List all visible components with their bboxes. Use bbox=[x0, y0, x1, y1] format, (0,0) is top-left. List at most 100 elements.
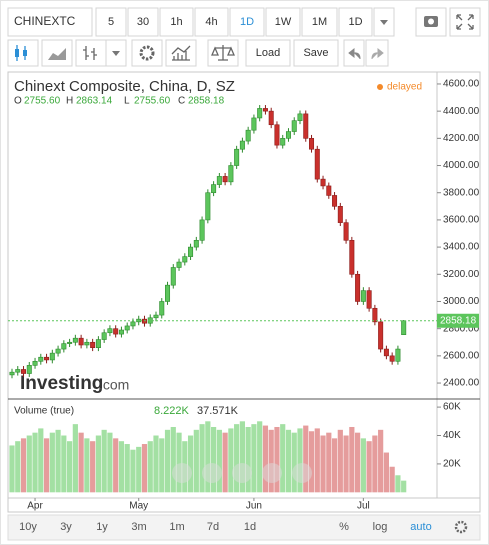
range-button[interactable]: 7d bbox=[207, 521, 219, 533]
auto-toggle[interactable]: auto bbox=[410, 521, 431, 533]
y-tick-label: 4200.00 bbox=[443, 133, 480, 144]
candle-body bbox=[49, 352, 55, 361]
candle-body bbox=[193, 240, 199, 248]
volume-bar bbox=[147, 441, 153, 493]
nav-button[interactable] bbox=[202, 463, 222, 483]
y-tick-label: 3200.00 bbox=[443, 269, 480, 280]
x-tick-label: Jul bbox=[357, 501, 370, 512]
candle-body bbox=[78, 337, 84, 346]
tool-button[interactable] bbox=[131, 39, 163, 67]
symbol-box[interactable] bbox=[7, 7, 93, 37]
volume-bar bbox=[130, 449, 136, 493]
interval-button[interactable] bbox=[194, 7, 229, 37]
save-label: Save bbox=[303, 47, 328, 59]
candle-body bbox=[239, 140, 245, 150]
candle-body bbox=[297, 113, 303, 121]
interval-button[interactable] bbox=[229, 7, 265, 37]
tool-button[interactable] bbox=[41, 39, 73, 67]
candle-body bbox=[228, 165, 234, 183]
dropdown-arrow bbox=[112, 51, 120, 56]
range-button[interactable]: 3y bbox=[60, 521, 72, 533]
volume-bar bbox=[389, 466, 395, 493]
candle-body bbox=[205, 192, 211, 221]
nav-button[interactable] bbox=[172, 463, 192, 483]
candle-body bbox=[15, 369, 21, 373]
gear-icon bbox=[139, 45, 155, 61]
volume-bar bbox=[205, 421, 211, 493]
candle-body bbox=[251, 117, 257, 131]
candle-body bbox=[303, 113, 309, 139]
interval-button[interactable] bbox=[95, 7, 127, 37]
volume-bar bbox=[113, 438, 119, 493]
volume-bar bbox=[314, 428, 320, 493]
load-button[interactable] bbox=[245, 39, 291, 67]
volume-bar bbox=[274, 426, 280, 493]
interval-button[interactable] bbox=[127, 7, 159, 37]
volume-tick-label: 20K bbox=[443, 459, 461, 470]
interval-label: 1W bbox=[275, 16, 292, 28]
candle-body bbox=[291, 120, 297, 132]
candle-body bbox=[262, 108, 268, 112]
volume-bar bbox=[43, 438, 50, 493]
candle-body bbox=[268, 110, 274, 126]
volume-bar bbox=[360, 438, 366, 493]
last-price-label: 2858.18 bbox=[440, 315, 477, 326]
ohlc-value: 2755.60 bbox=[134, 96, 171, 107]
percent-toggle[interactable]: % bbox=[339, 521, 349, 533]
candle-body bbox=[176, 261, 182, 268]
candle-body bbox=[67, 341, 73, 344]
interval-button[interactable] bbox=[265, 7, 301, 37]
redo-icon bbox=[371, 47, 384, 60]
tool-button[interactable] bbox=[75, 39, 107, 67]
volume-bar bbox=[297, 428, 303, 493]
settings-icon[interactable] bbox=[454, 520, 468, 534]
volume-bar bbox=[262, 425, 269, 493]
volume-bar bbox=[49, 432, 55, 493]
volume-bar bbox=[285, 429, 292, 493]
symbol: CHINEXTC bbox=[14, 14, 76, 28]
interval-label: 1D bbox=[348, 16, 362, 28]
x-tick-label: Jun bbox=[246, 501, 262, 512]
volume-bar bbox=[164, 429, 171, 493]
dropdown-arrow bbox=[380, 20, 388, 25]
candle-body bbox=[159, 301, 165, 316]
logo-brand: Investing bbox=[20, 373, 103, 394]
volume-last: 8.222K bbox=[154, 405, 190, 417]
interval-button[interactable] bbox=[338, 7, 373, 37]
volume-bar bbox=[67, 441, 73, 493]
volume-bar bbox=[78, 432, 84, 493]
save-button[interactable] bbox=[293, 39, 339, 67]
bottom-bar bbox=[7, 514, 481, 541]
interval-button[interactable] bbox=[159, 7, 194, 37]
log-toggle[interactable]: log bbox=[373, 521, 388, 533]
volume-bar bbox=[32, 432, 38, 493]
candle-body bbox=[257, 108, 263, 119]
nav-button[interactable] bbox=[292, 463, 312, 483]
undo-icon bbox=[348, 47, 361, 60]
tool-button[interactable] bbox=[165, 39, 197, 67]
candle-body bbox=[32, 360, 38, 366]
candle-body bbox=[124, 325, 130, 331]
candle-body bbox=[372, 307, 378, 323]
range-button[interactable]: 1y bbox=[96, 521, 108, 533]
interval-button[interactable] bbox=[301, 7, 338, 37]
candle-body bbox=[72, 337, 78, 343]
fullscreen-button[interactable] bbox=[449, 7, 481, 37]
candle-body bbox=[113, 328, 119, 335]
area-icon bbox=[48, 48, 66, 60]
volume-bar bbox=[366, 441, 372, 493]
range-button[interactable]: 10y bbox=[19, 521, 37, 533]
candle-body bbox=[90, 341, 96, 348]
nav-button[interactable] bbox=[232, 463, 252, 483]
interval-label: 1M bbox=[312, 16, 327, 28]
volume-bar bbox=[234, 424, 240, 493]
volume-bar bbox=[153, 435, 159, 493]
range-button[interactable]: 1d bbox=[244, 521, 256, 533]
nav-button[interactable] bbox=[262, 463, 282, 483]
volume-bar bbox=[222, 432, 228, 493]
range-button[interactable]: 3m bbox=[131, 521, 146, 533]
volume-average: 37.571K bbox=[197, 405, 239, 417]
volume-bar bbox=[170, 426, 176, 493]
volume-tick-label: 40K bbox=[443, 430, 461, 441]
range-button[interactable]: 1m bbox=[169, 521, 184, 533]
